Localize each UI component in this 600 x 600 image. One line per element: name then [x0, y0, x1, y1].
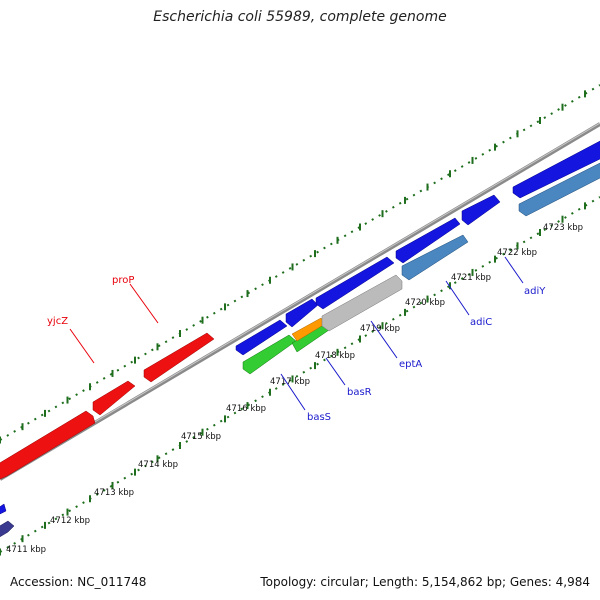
callout-adiY [504, 256, 524, 284]
kbp-label: 4711 kbp [6, 545, 46, 555]
gene-eptA [321, 274, 403, 332]
gene-navy [0, 520, 15, 538]
kbp-label: 4717 kbp [270, 377, 310, 387]
callout-proP [129, 283, 159, 324]
kbp-label: 4716 kbp [226, 404, 266, 414]
kbp-label: 4723 kbp [543, 223, 583, 233]
genome-summary-text: Topology: circular; Length: 5,154,862 bp… [260, 575, 590, 589]
kbp-labels: 4711 kbp 4712 kbp 4713 kbp 4714 kbp 4715… [6, 223, 583, 555]
gene-label-eptA: eptA [399, 359, 422, 370]
gene-callouts [69, 256, 524, 411]
callout-basR [325, 357, 346, 386]
outer-ruler [0, 84, 600, 444]
gene-blue-2 [285, 298, 319, 328]
kbp-label: 4719 kbp [360, 324, 400, 334]
gene-label-adiY: adiY [524, 286, 546, 297]
callout-adiC [445, 280, 470, 316]
gene-label-basS: basS [307, 412, 331, 423]
gene-basS [242, 334, 297, 375]
gene-blue-1 [235, 319, 288, 356]
gene-label-yjcZ: yjcZ [47, 316, 68, 327]
accession-text: Accession: NC_011748 [10, 575, 147, 589]
callout-eptA [370, 320, 398, 359]
kbp-label: 4712 kbp [50, 516, 90, 526]
genome-backbone-highlight [0, 122, 600, 479]
gene-label-proP: proP [112, 275, 134, 286]
kbp-label: 4720 kbp [405, 298, 445, 308]
gene-blue-4 [395, 217, 461, 264]
callout-yjcZ [69, 328, 95, 364]
kbp-label: 4714 kbp [138, 460, 178, 470]
gene-red-1 [0, 410, 96, 480]
gene-blue-5 [461, 194, 501, 226]
outer-ticks [0, 90, 586, 444]
gene-adiY [518, 162, 600, 217]
kbp-label: 4721 kbp [451, 273, 491, 283]
inner-ruler [0, 196, 600, 556]
gene-features [0, 140, 600, 538]
callout-basS [280, 373, 306, 411]
kbp-label: 4713 kbp [94, 488, 134, 498]
genome-backbone [0, 122, 600, 481]
gene-blue-3 [315, 256, 395, 310]
inner-ticks [0, 202, 586, 556]
gene-adiC [401, 234, 469, 281]
gene-blue-6 [512, 140, 600, 199]
gene-red-2 [92, 380, 136, 416]
gene-proP [143, 332, 215, 383]
gene-blue-small [0, 503, 7, 515]
kbp-label: 4722 kbp [497, 248, 537, 258]
kbp-label: 4715 kbp [181, 432, 221, 442]
gene-label-adiC: adiC [470, 317, 492, 328]
kbp-label: 4718 kbp [315, 351, 355, 361]
gene-label-basR: basR [347, 387, 372, 398]
gene-labels: proP yjcZ basS basR eptA adiC adiY [47, 275, 546, 423]
map-title: Escherichia coli 55989, complete genome [153, 9, 447, 25]
